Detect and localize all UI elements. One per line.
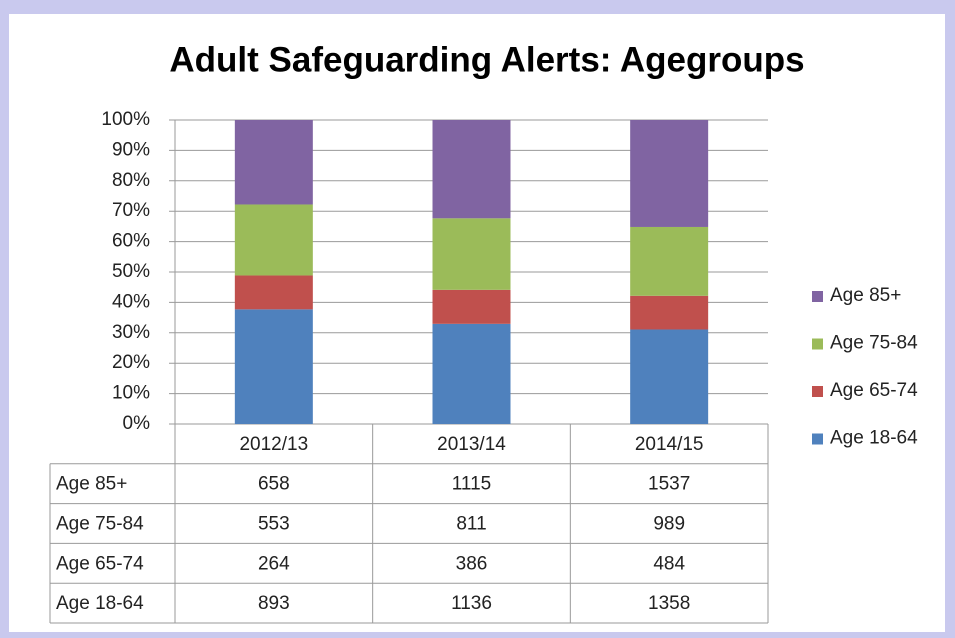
table-value: 484 bbox=[653, 553, 685, 574]
legend-label: Age 65-74 bbox=[830, 380, 918, 401]
table-value: 1537 bbox=[648, 474, 690, 495]
bar-segment bbox=[234, 204, 313, 276]
x-tick-label: 2012/13 bbox=[239, 434, 308, 455]
chart-title: Adult Safeguarding Alerts: Agegroups bbox=[169, 40, 804, 79]
table-value: 386 bbox=[456, 553, 488, 574]
y-tick-label: 50% bbox=[112, 261, 150, 282]
table-value: 553 bbox=[258, 514, 290, 535]
y-tick-label: 80% bbox=[112, 170, 150, 191]
legend-swatch bbox=[812, 291, 823, 302]
bar-segment bbox=[234, 120, 313, 205]
x-tick-label: 2014/15 bbox=[635, 434, 704, 455]
y-tick-label: 0% bbox=[123, 413, 151, 434]
bar-segment bbox=[234, 309, 313, 424]
bar-segment bbox=[630, 120, 709, 227]
bar-segment bbox=[630, 295, 709, 330]
table-value: 658 bbox=[258, 474, 290, 495]
row-label: Age 75-84 bbox=[56, 514, 144, 535]
table-value: 1358 bbox=[648, 593, 690, 614]
y-tick-label: 100% bbox=[101, 109, 150, 130]
bar-segment bbox=[234, 275, 313, 310]
table-value: 1115 bbox=[452, 474, 491, 495]
row-label: Age 65-74 bbox=[56, 553, 144, 574]
bar-segment bbox=[432, 289, 511, 324]
y-tick-label: 40% bbox=[112, 291, 150, 312]
y-tick-label: 10% bbox=[112, 383, 150, 404]
y-tick-label: 90% bbox=[112, 139, 150, 160]
bar-segment bbox=[432, 120, 511, 219]
y-tick-label: 60% bbox=[112, 231, 150, 252]
y-tick-label: 70% bbox=[112, 200, 150, 221]
x-tick-label: 2013/14 bbox=[437, 434, 506, 455]
legend-swatch bbox=[812, 338, 823, 350]
legend-label: Age 85+ bbox=[830, 285, 901, 306]
legend-label: Age 18-64 bbox=[830, 428, 918, 449]
legend-swatch bbox=[812, 433, 823, 445]
table-value: 1136 bbox=[451, 593, 492, 614]
table-value: 989 bbox=[653, 514, 685, 535]
bar-segment bbox=[630, 329, 709, 424]
row-label: Age 85+ bbox=[56, 474, 127, 495]
table-value: 264 bbox=[258, 553, 290, 574]
bar-segment bbox=[432, 218, 511, 290]
legend-swatch bbox=[812, 386, 823, 397]
y-tick-label: 30% bbox=[112, 322, 150, 343]
row-label: Age 18-64 bbox=[56, 593, 144, 614]
y-tick-label: 20% bbox=[112, 352, 150, 373]
bar-segment bbox=[630, 226, 709, 296]
table-value: 893 bbox=[258, 593, 290, 614]
legend-label: Age 75-84 bbox=[830, 333, 918, 354]
table-value: 811 bbox=[456, 514, 486, 535]
bar-segment bbox=[432, 323, 511, 424]
